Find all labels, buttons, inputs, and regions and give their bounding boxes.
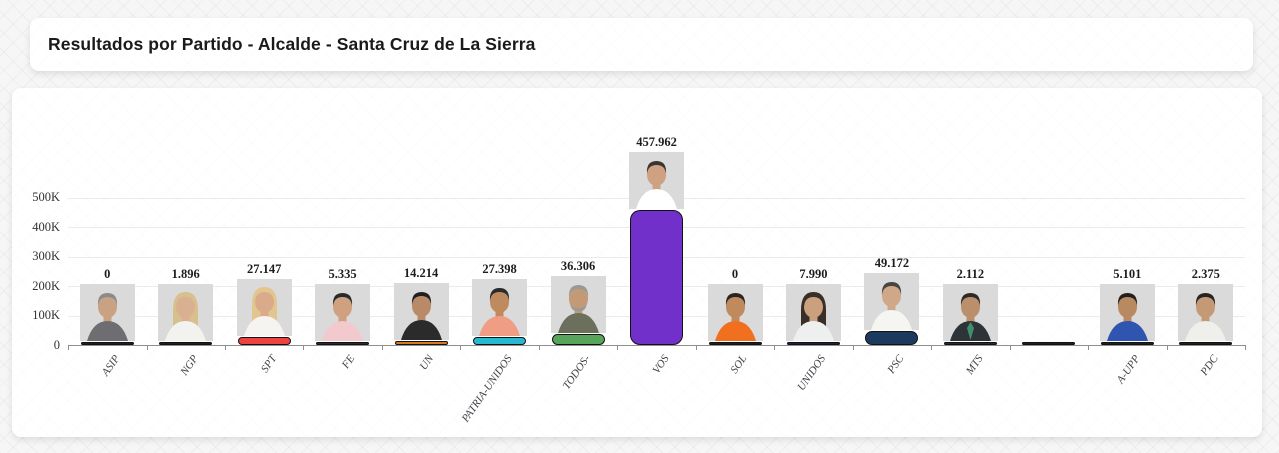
value-label: 49.172 [874,255,910,270]
bar[interactable] [1022,342,1076,345]
value-label: 1.896 [171,267,200,281]
value-label: 5.101 [1113,267,1142,281]
candidate-photo [315,284,371,341]
value-label: 5.335 [328,267,357,281]
category-label[interactable]: PSC [885,353,907,376]
bar[interactable] [237,337,291,345]
bar[interactable] [943,342,997,345]
candidate-photo [550,276,606,334]
value-label: 0 [731,267,739,281]
axis-tick [381,345,383,350]
axis-tick [1166,345,1168,350]
candidate-photo [393,282,449,340]
axis-tick [617,345,619,350]
candidate-photo [1178,284,1234,341]
bar[interactable] [394,340,448,345]
y-tick-label: 100K [32,308,60,322]
y-tick-label: 200K [32,278,60,293]
header-card: Resultados por Partido - Alcalde - Santa… [30,18,1253,71]
axis-tick [146,345,148,350]
bar[interactable] [316,342,370,345]
category-label[interactable]: TODOS- [560,353,593,392]
value-label: 27.147 [247,262,282,276]
value-label: 14.214 [403,265,439,280]
axis-tick [852,345,854,350]
bar[interactable] [1100,342,1154,345]
candidate-photo [785,284,841,341]
axis-tick [774,345,776,350]
bar[interactable] [786,342,840,345]
value-label: 2.375 [1191,267,1220,281]
bar[interactable] [473,336,527,345]
axis-tick [1088,345,1090,350]
candidate-photo [158,284,214,341]
candidate-photo [1099,284,1155,341]
y-tick-label: 300K [32,249,60,263]
value-label: 27.398 [482,261,517,276]
axis-tick [1245,345,1246,350]
axis-tick [460,345,462,350]
bar[interactable] [551,334,605,345]
results-bar-chart: 0 100K 200K 300K 400K 500K 0 ASIP 1.896 NGP 27.147… [12,88,1262,437]
bar[interactable] [80,342,134,345]
axis-tick [68,345,69,350]
bar[interactable] [708,342,762,345]
bar[interactable] [865,330,919,345]
category-label[interactable]: VOS [650,353,672,377]
category-label[interactable]: UNIDOS [795,353,829,393]
bar[interactable] [1179,342,1233,345]
candidate-photo [629,151,684,209]
category-label[interactable]: SOL [728,353,750,376]
category-label[interactable]: FE [339,353,358,371]
category-label[interactable]: MTS [963,353,986,377]
category-label[interactable]: A-UPP [1114,353,1143,386]
chart-card: 0 100K 200K 300K 400K 500K 0 ASIP 1.896 NGP 27.147… [12,88,1262,437]
x-axis-line [68,345,1245,346]
value-label: 457.962 [636,134,677,149]
category-label[interactable]: PDC [1198,353,1221,378]
category-label[interactable]: PATRIA-UNIDOS [459,353,515,425]
value-label: 36.306 [560,259,596,274]
candidate-photo [707,284,763,341]
category-label[interactable]: NGP [178,353,201,378]
axis-tick [303,345,305,350]
category-label[interactable]: UN [417,353,436,373]
axis-tick [931,345,933,350]
axis-tick [538,345,540,350]
category-label[interactable]: ASIP [99,353,123,379]
y-tick-label: 400K [32,219,60,234]
bar[interactable] [630,209,683,345]
axis-tick [1009,345,1011,350]
candidate-photo [864,272,920,330]
axis-tick [695,345,697,350]
candidate-photo [79,284,135,341]
candidate-photo [472,278,528,336]
value-label: 7.990 [799,267,828,281]
page-title: Resultados por Partido - Alcalde - Santa… [48,34,536,54]
axis-tick [224,345,226,350]
value-label: 0 [104,267,111,281]
candidate-photo [942,284,998,341]
category-label[interactable]: SPT [258,353,280,375]
y-tick-label: 0 [53,337,60,352]
y-tick-label: 500K [32,190,60,204]
candidate-photo [236,279,292,336]
value-label: 2.112 [956,267,985,281]
bar[interactable] [159,342,213,345]
